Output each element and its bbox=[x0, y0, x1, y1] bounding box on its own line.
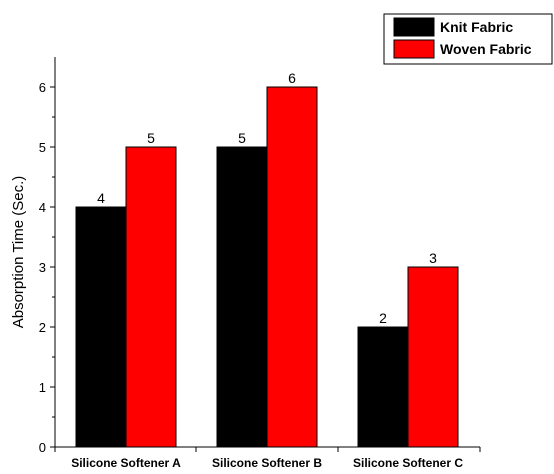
x-category-label: Silicone Softener C bbox=[353, 456, 463, 470]
data-label: 3 bbox=[429, 250, 437, 266]
x-category-label: Silicone Softener A bbox=[71, 456, 181, 470]
y-tick-label: 4 bbox=[39, 200, 46, 215]
y-tick-label: 0 bbox=[39, 440, 46, 455]
bar-knit-fabric bbox=[216, 146, 268, 448]
data-label: 5 bbox=[238, 130, 246, 146]
y-tick-label: 2 bbox=[39, 320, 46, 335]
data-label: 5 bbox=[147, 130, 155, 146]
y-tick-label: 3 bbox=[39, 260, 46, 275]
y-tick-label: 6 bbox=[39, 80, 46, 95]
legend-label: Knit Fabric bbox=[440, 19, 513, 35]
bar-woven-fabric bbox=[266, 86, 318, 448]
y-tick-label: 5 bbox=[39, 140, 46, 155]
data-label: 2 bbox=[379, 310, 387, 326]
legend-label: Woven Fabric bbox=[440, 41, 532, 57]
legend: Knit Fabric Woven Fabric bbox=[383, 13, 553, 65]
bars bbox=[75, 86, 459, 448]
data-label: 6 bbox=[288, 70, 296, 86]
bar-knit-fabric bbox=[75, 206, 127, 448]
bar-knit-fabric bbox=[357, 326, 409, 448]
legend-swatch bbox=[393, 17, 435, 37]
legend-swatch bbox=[393, 39, 435, 59]
data-label: 4 bbox=[97, 190, 105, 206]
y-tick-label: 1 bbox=[39, 380, 46, 395]
x-category-label: Silicone Softener B bbox=[212, 456, 322, 470]
bar-woven-fabric bbox=[407, 266, 459, 448]
bar-woven-fabric bbox=[125, 146, 177, 448]
y-axis-title: Absorption Time (Sec.) bbox=[10, 176, 27, 329]
labels: 0 1 2 3 4 5 6 4 5 Silicone Softener A 5 6 Silicone S… bbox=[39, 70, 464, 470]
